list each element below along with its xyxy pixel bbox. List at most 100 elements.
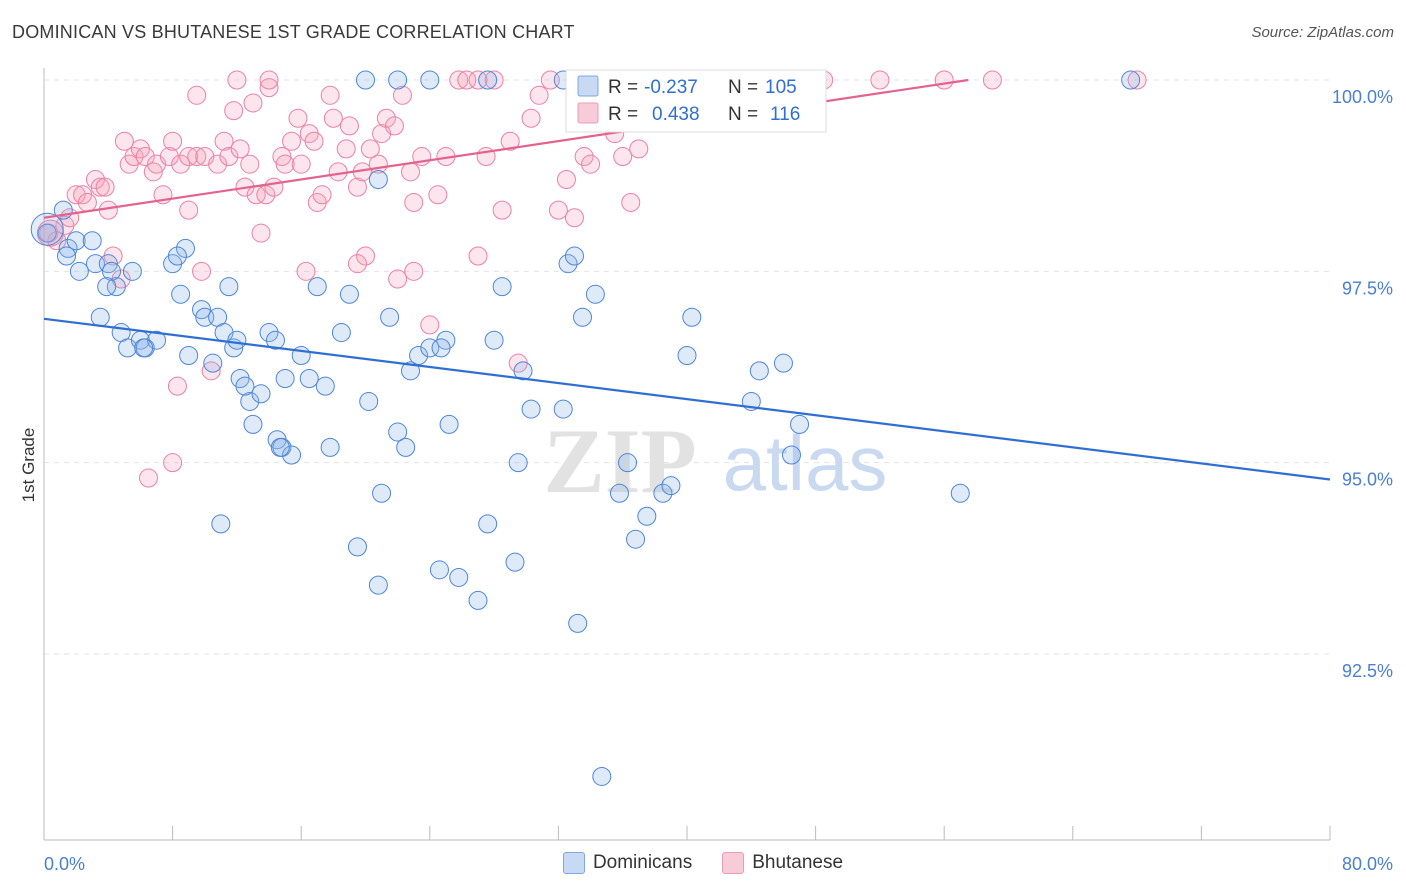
bhutanese-point	[179, 147, 199, 167]
dominican-point	[505, 552, 525, 572]
bhutanese-swatch	[722, 852, 745, 874]
bhutanese-point	[492, 200, 512, 220]
bhutanese-point	[264, 177, 284, 197]
dominican-point	[439, 414, 459, 434]
dominican-point	[653, 483, 673, 503]
dominican-point	[347, 537, 367, 557]
dominicans-swatch	[562, 852, 585, 874]
bhutanese-point	[304, 131, 324, 151]
dominican-point	[478, 70, 498, 90]
bhutanese-point	[323, 108, 343, 128]
bhutanese-point	[500, 131, 520, 151]
bhutanese-point	[428, 185, 448, 205]
dominican-point	[315, 376, 335, 396]
bhutanese-point	[243, 93, 263, 113]
legend-item-bhutanese[interactable]: Bhutanese	[722, 852, 843, 874]
bhutanese-point	[36, 219, 64, 247]
dominican-point	[420, 338, 440, 358]
bhutanese-point	[870, 70, 890, 90]
bhutanese-point	[401, 162, 421, 182]
dominican-point	[219, 277, 239, 297]
bhutanese-point	[336, 139, 356, 159]
dominican-point	[106, 277, 126, 297]
dominican-point	[192, 300, 212, 320]
y-tick-label-2: 95.0%	[1342, 470, 1393, 490]
legend-n-label-2: N =	[728, 104, 758, 125]
bhutanese-point	[629, 139, 649, 159]
dominican-point	[82, 231, 102, 251]
legend-n-value-2: 116	[770, 104, 800, 125]
bhutanese-point	[356, 246, 375, 266]
bhutanese-point	[404, 192, 424, 212]
dominican-point	[637, 506, 657, 526]
dominican-point	[98, 254, 118, 274]
bhutanese-point	[1127, 70, 1147, 90]
dominican-point	[331, 323, 351, 343]
dominican-point	[431, 338, 451, 358]
y-tick-label-0: 100.0%	[1332, 87, 1393, 107]
bhutanese-point	[529, 85, 549, 105]
legend-r-label-2: R =	[608, 104, 638, 125]
dominican-point	[320, 437, 340, 457]
dominican-point	[429, 560, 449, 580]
bhutanese-point	[384, 116, 404, 136]
dominican-point	[134, 338, 154, 358]
bhutanese-point	[312, 185, 332, 205]
bhutanese-point	[376, 108, 396, 128]
bhutanese-point	[388, 269, 408, 289]
dominican-point	[618, 453, 638, 473]
dominican-point	[558, 254, 578, 274]
bhutanese-points	[36, 70, 1147, 488]
bhutanese-point	[556, 169, 576, 189]
dominican-point	[179, 346, 199, 366]
dominican-point	[203, 353, 223, 373]
dominican-point	[484, 330, 504, 350]
bhutanese-point	[167, 376, 187, 396]
legend-r-label-1: R =	[608, 77, 638, 98]
dominicans-trend-line	[43, 317, 1331, 481]
dominican-point	[211, 514, 231, 534]
dominican-point	[275, 368, 295, 388]
bhutanese-point	[275, 154, 295, 174]
bhutanese-point	[982, 70, 1002, 90]
axes	[43, 68, 1331, 841]
dominican-point	[243, 414, 263, 434]
dominican-point	[749, 361, 769, 381]
dominican-point	[265, 330, 285, 350]
bhutanese-point	[404, 261, 424, 281]
dominican-point	[97, 277, 117, 297]
bhutanese-point	[227, 70, 247, 90]
bhutanese-point	[564, 208, 584, 228]
dominican-point	[388, 422, 408, 442]
dominican-point	[396, 437, 416, 457]
dominican-point	[167, 246, 187, 266]
dominican-point	[781, 445, 801, 465]
legend-r-value-1: -0.237	[644, 77, 698, 98]
legend-item-dominicans[interactable]: Dominicans	[562, 852, 693, 874]
dominican-point	[57, 246, 77, 266]
bhutanese-point	[328, 162, 348, 182]
y-tick-label-3: 92.5%	[1342, 661, 1393, 681]
bhutanese-point	[934, 70, 954, 90]
dominican-point	[677, 346, 697, 366]
dominican-point	[307, 277, 327, 297]
bhutanese-point	[163, 131, 183, 151]
bhutanese-point	[124, 147, 144, 167]
bhutanese-point	[159, 147, 179, 167]
dominican-point	[58, 238, 78, 258]
dominican-point	[37, 223, 57, 243]
dominican-point	[388, 70, 408, 90]
dominican-point	[102, 261, 122, 281]
bhutanese-point	[240, 154, 260, 174]
bhutanese-point	[291, 154, 311, 174]
dominican-point	[449, 567, 469, 587]
dominican-point	[175, 238, 195, 258]
dominican-point	[478, 514, 498, 534]
dominicans-label: Dominicans	[592, 852, 693, 873]
dominican-point	[420, 70, 440, 90]
bhutanese-point	[77, 192, 97, 212]
watermark-atlas: atlas	[723, 419, 888, 507]
bhutanese-point	[574, 147, 594, 167]
dominican-point	[30, 212, 64, 246]
